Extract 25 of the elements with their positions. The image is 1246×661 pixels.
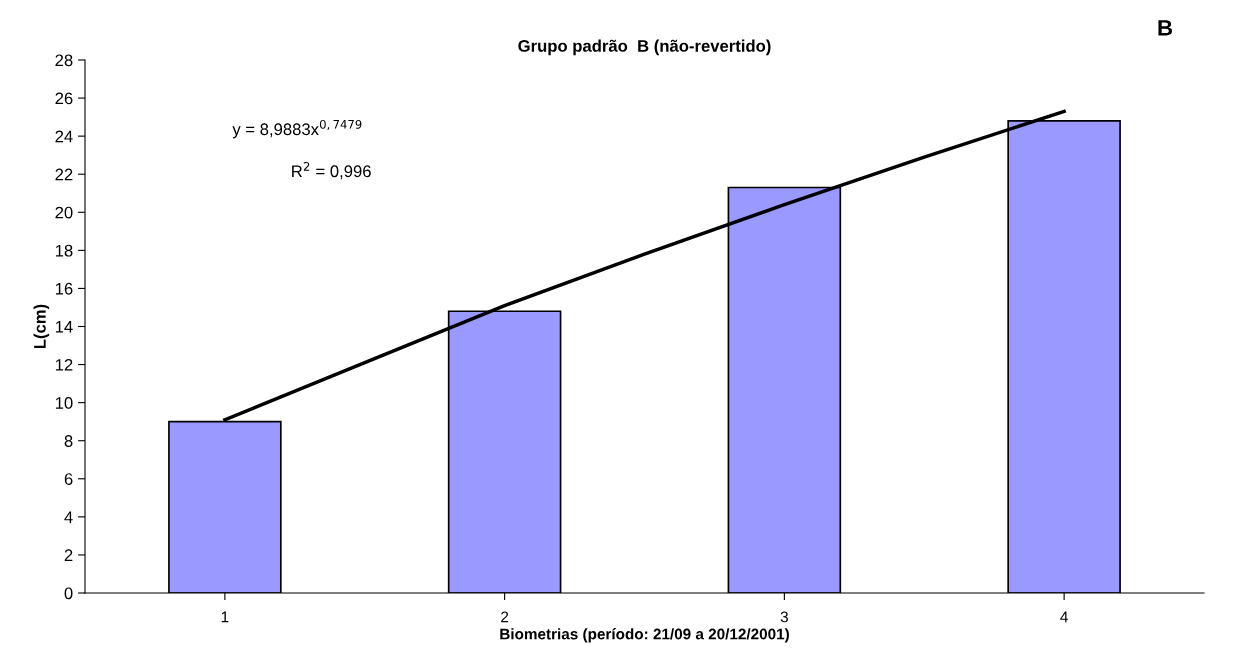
y-tick-label: 6 bbox=[64, 473, 73, 485]
annotation: R$^{2}$ = 0,996 bbox=[292, 161, 371, 180]
y-tick-label: 2 bbox=[64, 549, 73, 561]
y-tick-label: 14 bbox=[55, 321, 73, 333]
x-tick-label: 1 bbox=[221, 611, 229, 623]
y-tick-label: 8 bbox=[64, 435, 73, 447]
annotation: y = 8,9883x$^{0,7479}$ bbox=[232, 119, 362, 139]
y-axis-title: L(cm) bbox=[33, 304, 50, 349]
y-tick-label: 22 bbox=[55, 168, 73, 181]
x-axis-title: Biometrias (período: 21/09 a 20/12/2001) bbox=[500, 628, 789, 643]
x-tick-label: 4 bbox=[1060, 611, 1068, 623]
y-tick-label: 16 bbox=[55, 282, 73, 295]
x-tick-label: 2 bbox=[501, 611, 509, 623]
y-tick-label: 0 bbox=[64, 587, 73, 600]
y-tick-label: 24 bbox=[55, 130, 73, 143]
text: B bbox=[1158, 20, 1173, 36]
y-tick-label: 10 bbox=[55, 397, 73, 409]
y-tick-label: 4 bbox=[64, 511, 73, 523]
x-tick-label: 3 bbox=[780, 611, 788, 623]
y-tick-label: 12 bbox=[55, 358, 73, 371]
y-tick-label: 28 bbox=[55, 54, 73, 67]
y-tick-label: 18 bbox=[55, 244, 73, 257]
chart-title: Grupo padrão B (não-revertido) bbox=[518, 39, 771, 56]
y-tick-label: 20 bbox=[55, 206, 73, 219]
y-tick-label: 26 bbox=[55, 92, 73, 105]
